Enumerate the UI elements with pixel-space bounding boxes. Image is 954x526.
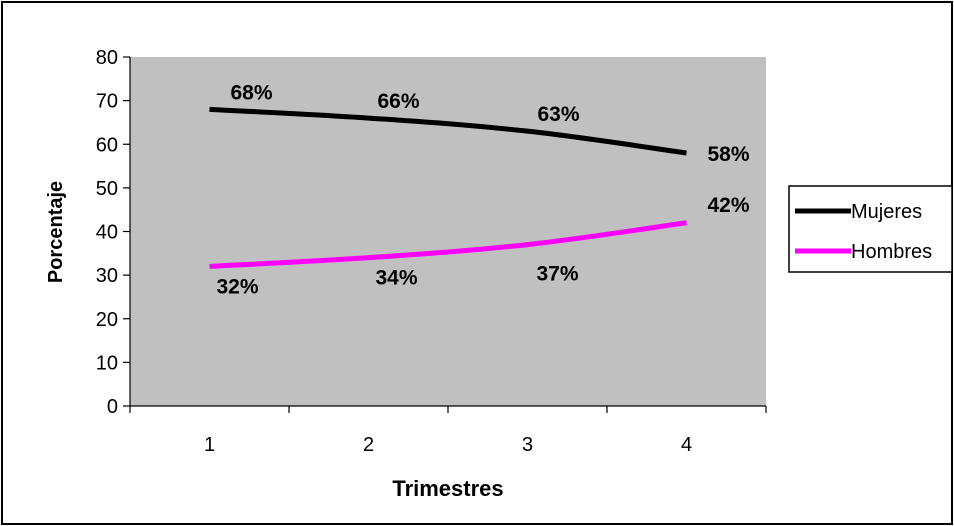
data-label: 34% <box>375 267 417 290</box>
series-line-mujeres <box>209 106 687 156</box>
data-label: 66% <box>377 90 419 113</box>
y-axis-title: Porcentaje <box>45 181 67 283</box>
legend-label-mujeres: Mujeres <box>851 201 922 223</box>
y-tick-label: 80 <box>96 47 118 69</box>
plot-area <box>130 57 766 406</box>
y-tick-label: 50 <box>96 178 118 200</box>
y-tick-label: 0 <box>107 396 118 418</box>
data-label: 58% <box>707 143 749 166</box>
data-label: 37% <box>536 263 578 286</box>
series-line-hombres <box>209 220 687 269</box>
legend: Mujeres Hombres <box>788 185 953 273</box>
data-label: 68% <box>230 81 272 104</box>
data-label: 63% <box>537 103 579 126</box>
legend-box <box>788 185 953 273</box>
x-tick-label: 3 <box>522 434 533 456</box>
data-label: 32% <box>216 275 258 298</box>
series-layer <box>209 106 687 269</box>
x-tick-label: 4 <box>681 434 692 456</box>
data-label: 42% <box>707 194 749 217</box>
x-axis: 1 2 3 4 <box>129 405 767 456</box>
data-label-layer: 68% 66% 63% 58% 32% 34% 37% 42% <box>216 81 749 298</box>
x-tick-label: 1 <box>204 434 215 456</box>
y-tick-label: 10 <box>96 352 118 374</box>
legend-label-hombres: Hombres <box>851 241 932 263</box>
x-axis-title: Trimestres <box>392 476 503 501</box>
x-tick-label: 2 <box>363 434 374 456</box>
y-tick-label: 60 <box>96 134 118 156</box>
y-axis: 0 10 20 30 40 50 60 70 80 <box>96 47 131 418</box>
y-tick-label: 70 <box>96 91 118 113</box>
y-tick-label: 40 <box>96 222 118 244</box>
y-tick-label: 20 <box>96 309 118 331</box>
y-tick-label: 30 <box>96 265 118 287</box>
